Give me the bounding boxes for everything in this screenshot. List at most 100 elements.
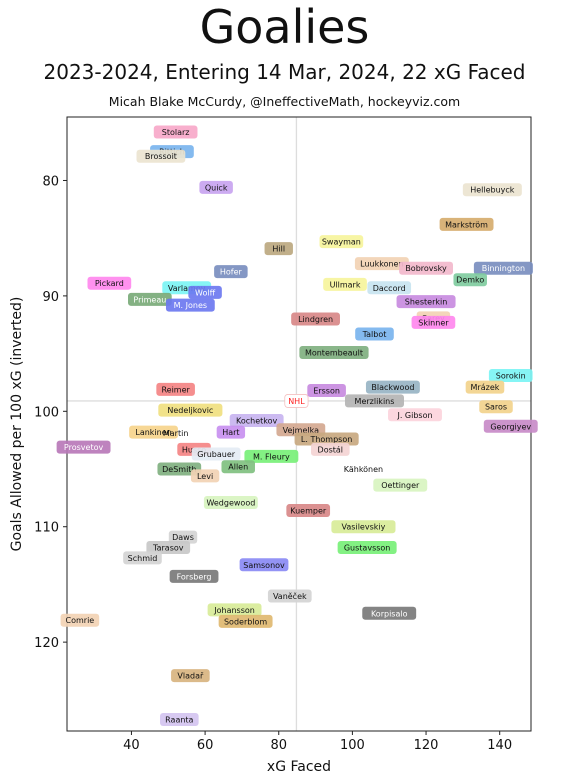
point-label-box xyxy=(367,281,412,295)
point-label-box xyxy=(129,425,178,439)
data-point: Tarasov xyxy=(146,540,191,554)
data-point: Vasilevskiy xyxy=(331,520,396,534)
point-label-box xyxy=(153,125,198,139)
point-label-box xyxy=(218,614,273,628)
point-label-box xyxy=(207,603,262,617)
data-point: Talbot xyxy=(355,327,394,341)
point-label-box xyxy=(221,460,255,474)
point-label-text: Bobrovsky xyxy=(405,264,447,273)
point-label-text: Kochetkov xyxy=(236,417,278,426)
data-point: Hill xyxy=(264,242,293,256)
point-label-box xyxy=(286,504,331,518)
point-label-box xyxy=(156,382,195,396)
data-point: M. Jones xyxy=(165,298,215,312)
point-label-box xyxy=(171,669,210,683)
data-point: Daccord xyxy=(367,281,412,295)
point-label-text: Pickard xyxy=(95,279,124,288)
point-label-box xyxy=(160,712,199,726)
data-point: Hofer xyxy=(214,265,248,279)
point-label-text: Daws xyxy=(172,533,194,542)
point-label-text: Ullmark xyxy=(330,280,361,289)
point-label-text: Daccord xyxy=(373,284,406,293)
point-label-box xyxy=(479,400,513,414)
point-label-box xyxy=(373,478,428,492)
point-label-text: Johansson xyxy=(213,606,255,615)
data-point: Daws xyxy=(168,530,198,544)
point-label-box xyxy=(331,520,396,534)
data-point: Sorokin xyxy=(488,369,533,383)
point-label-box xyxy=(396,295,456,309)
x-tick-label: 80 xyxy=(270,738,287,753)
chart-title: Goalies xyxy=(199,0,370,54)
point-label-box xyxy=(188,285,222,299)
point-label-text: Schmid xyxy=(128,554,158,563)
y-axis-label: Goals Allowed per 100 xG (inverted) xyxy=(9,297,25,552)
point-label-text: Korpisalo xyxy=(371,609,408,618)
point-label-box xyxy=(299,345,369,359)
data-point: Soderblom xyxy=(218,614,273,628)
point-label-box xyxy=(158,403,223,417)
point-label-text: M. Jones xyxy=(174,301,207,310)
point-label-box xyxy=(229,414,284,428)
data-point: Gustavsson xyxy=(337,540,397,554)
point-label-text: Raanta xyxy=(165,715,193,724)
data-point: Levi xyxy=(190,469,220,483)
point-label-text: Reimer xyxy=(161,385,190,394)
y-tick-label: 100 xyxy=(34,405,59,420)
data-point: Martin xyxy=(163,429,189,438)
data-point: Bobrovsky xyxy=(399,261,453,275)
point-label-box xyxy=(190,469,220,483)
point-label-text: Stolarz xyxy=(162,128,190,137)
point-label-box xyxy=(87,276,132,290)
x-tick-label: 60 xyxy=(197,738,214,753)
x-tick-label: 100 xyxy=(340,738,365,753)
point-label-box xyxy=(453,273,487,287)
data-point: Wedgewood xyxy=(203,495,258,509)
data-point: Forsberg xyxy=(169,569,219,583)
data-point: Quick xyxy=(199,180,233,194)
data-point: J. Gibson xyxy=(388,408,442,422)
data-point: Kuemper xyxy=(286,504,331,518)
point-label-box xyxy=(483,419,538,433)
point-label-box xyxy=(267,589,312,603)
data-point: Comrie xyxy=(60,613,100,627)
data-point: Kochetkov xyxy=(229,414,284,428)
point-label-box xyxy=(411,315,456,329)
data-point: Hellebuyck xyxy=(462,183,522,197)
point-label-text: Dostál xyxy=(318,445,343,454)
point-label-box xyxy=(165,298,215,312)
point-label-text: Montembeault xyxy=(305,348,363,357)
point-label-text: Vladař xyxy=(177,672,204,681)
data-point: Johansson xyxy=(207,603,262,617)
point-label-text: Kähkönen xyxy=(344,465,383,474)
point-label-text: Varlamov xyxy=(168,284,206,293)
data-point: Wolff xyxy=(188,285,222,299)
y-tick-label: 120 xyxy=(34,636,59,651)
data-point: Schmid xyxy=(123,551,162,565)
point-label-box xyxy=(439,217,494,231)
axis-ticks: 40 60 80 100 120 140 80 90 100 110 120 xyxy=(34,174,512,753)
point-label-text: Shesterkin xyxy=(405,298,448,307)
point-label-box xyxy=(319,235,364,249)
point-label-box xyxy=(323,277,367,291)
point-label-text: Soderblom xyxy=(224,617,267,626)
y-tick-label: 80 xyxy=(42,174,59,189)
point-label-text: Wedgewood xyxy=(206,498,255,507)
point-label-text: Wolff xyxy=(195,288,216,297)
point-label-text: Tarasov xyxy=(152,543,184,552)
data-point: Lindgren xyxy=(291,312,340,326)
point-label-box xyxy=(473,261,533,275)
point-label-text: Binnington xyxy=(482,264,525,273)
point-label-text: Prosvetov xyxy=(64,443,104,452)
point-label-text: Hofer xyxy=(220,268,243,277)
point-label-text: Gustavsson xyxy=(344,543,391,552)
point-label-box xyxy=(203,495,258,509)
point-label-box xyxy=(56,440,111,454)
data-point: Ersson xyxy=(307,384,346,398)
data-point: Skinner xyxy=(411,315,456,329)
y-tick-label: 90 xyxy=(42,290,59,305)
data-point: Shesterkin xyxy=(396,295,456,309)
point-label-text: Demko xyxy=(456,276,484,285)
x-tick-label: 140 xyxy=(487,738,512,753)
